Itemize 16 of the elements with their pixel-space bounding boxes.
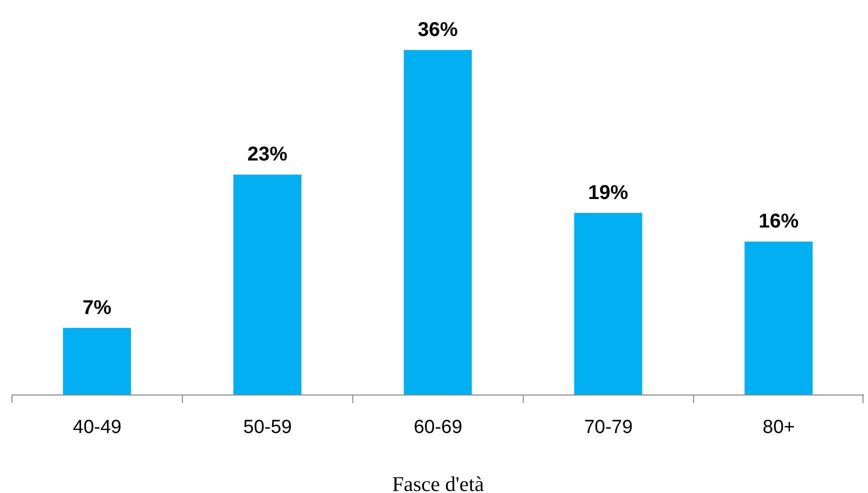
x-tick-label: 40-49 xyxy=(72,417,122,438)
x-tick-label: 50-59 xyxy=(243,417,292,438)
bar xyxy=(574,212,642,395)
x-tick-label: 70-79 xyxy=(584,417,633,438)
bar xyxy=(63,328,131,395)
data-label: 7% xyxy=(82,296,112,319)
data-label: 36% xyxy=(418,19,458,41)
x-axis-title: Fasce d'età xyxy=(392,472,485,493)
bar xyxy=(404,50,472,395)
bar xyxy=(233,174,302,395)
bar xyxy=(744,242,813,395)
data-label: 23% xyxy=(247,144,288,166)
data-label: 19% xyxy=(588,182,628,204)
x-tick-label: 80+ xyxy=(762,417,795,438)
data-label: 16% xyxy=(758,210,799,233)
x-tick-label: 60-69 xyxy=(414,417,462,438)
